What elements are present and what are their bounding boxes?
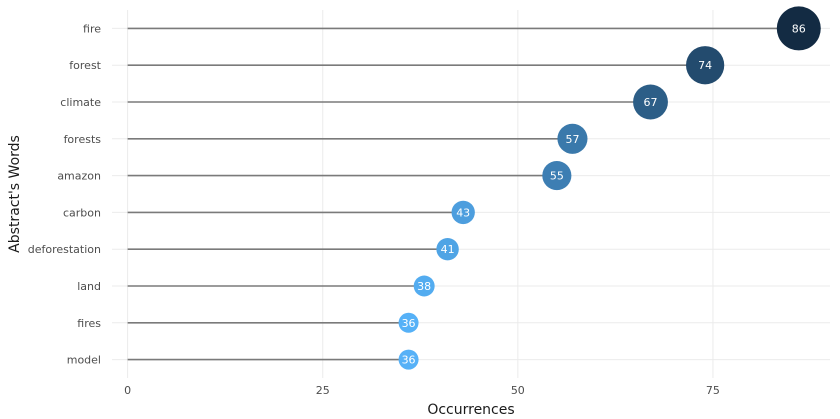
y-tick-label: climate [60, 96, 101, 109]
y-axis-title: Abstract's Words [7, 135, 23, 253]
stem-layer [127, 27, 799, 361]
x-tick-label: 75 [706, 384, 720, 397]
x-tick-label: 50 [511, 384, 525, 397]
data-label: 36 [402, 317, 416, 330]
data-label: 55 [550, 170, 564, 183]
y-tick-label: fires [77, 317, 101, 330]
lollipop-dot [451, 200, 475, 225]
lollipop-dot [557, 123, 588, 154]
lollipop-dot [436, 238, 459, 261]
data-label: 57 [565, 133, 579, 146]
lollipop-dot [686, 46, 725, 85]
data-label: 41 [441, 243, 455, 256]
x-tick-label: 0 [124, 384, 131, 397]
y-tick-labels: fire forest climate forests amazon carbon defo… [28, 22, 102, 366]
data-label: 36 [402, 354, 416, 367]
x-axis-title: Occurrences [427, 402, 514, 418]
y-tick-label: land [77, 280, 101, 293]
data-label: 86 [792, 22, 806, 35]
y-tick-label: fire [83, 22, 101, 35]
dot-layer: 86 74 67 57 55 43 41 38 36 36 [398, 6, 821, 370]
data-label: 38 [417, 280, 431, 293]
lollipop-dot [633, 84, 668, 120]
lollipop-dot [398, 349, 419, 370]
y-tick-label: carbon [63, 206, 101, 219]
x-tick-labels: 0 25 50 75 [124, 384, 720, 397]
y-tick-label: forests [64, 133, 102, 146]
x-tick-label: 25 [316, 384, 330, 397]
y-tick-label: forest [69, 59, 101, 72]
data-label: 74 [698, 59, 712, 72]
data-label: 43 [456, 206, 470, 219]
lollipop-dot [776, 6, 821, 51]
y-tick-label: amazon [57, 170, 101, 183]
lollipop-dot [413, 275, 435, 297]
y-tick-label: deforestation [28, 243, 101, 256]
data-label: 67 [644, 96, 658, 109]
lollipop-dot [542, 161, 572, 191]
lollipop-dot [398, 312, 419, 333]
y-tick-label: model [67, 354, 101, 367]
